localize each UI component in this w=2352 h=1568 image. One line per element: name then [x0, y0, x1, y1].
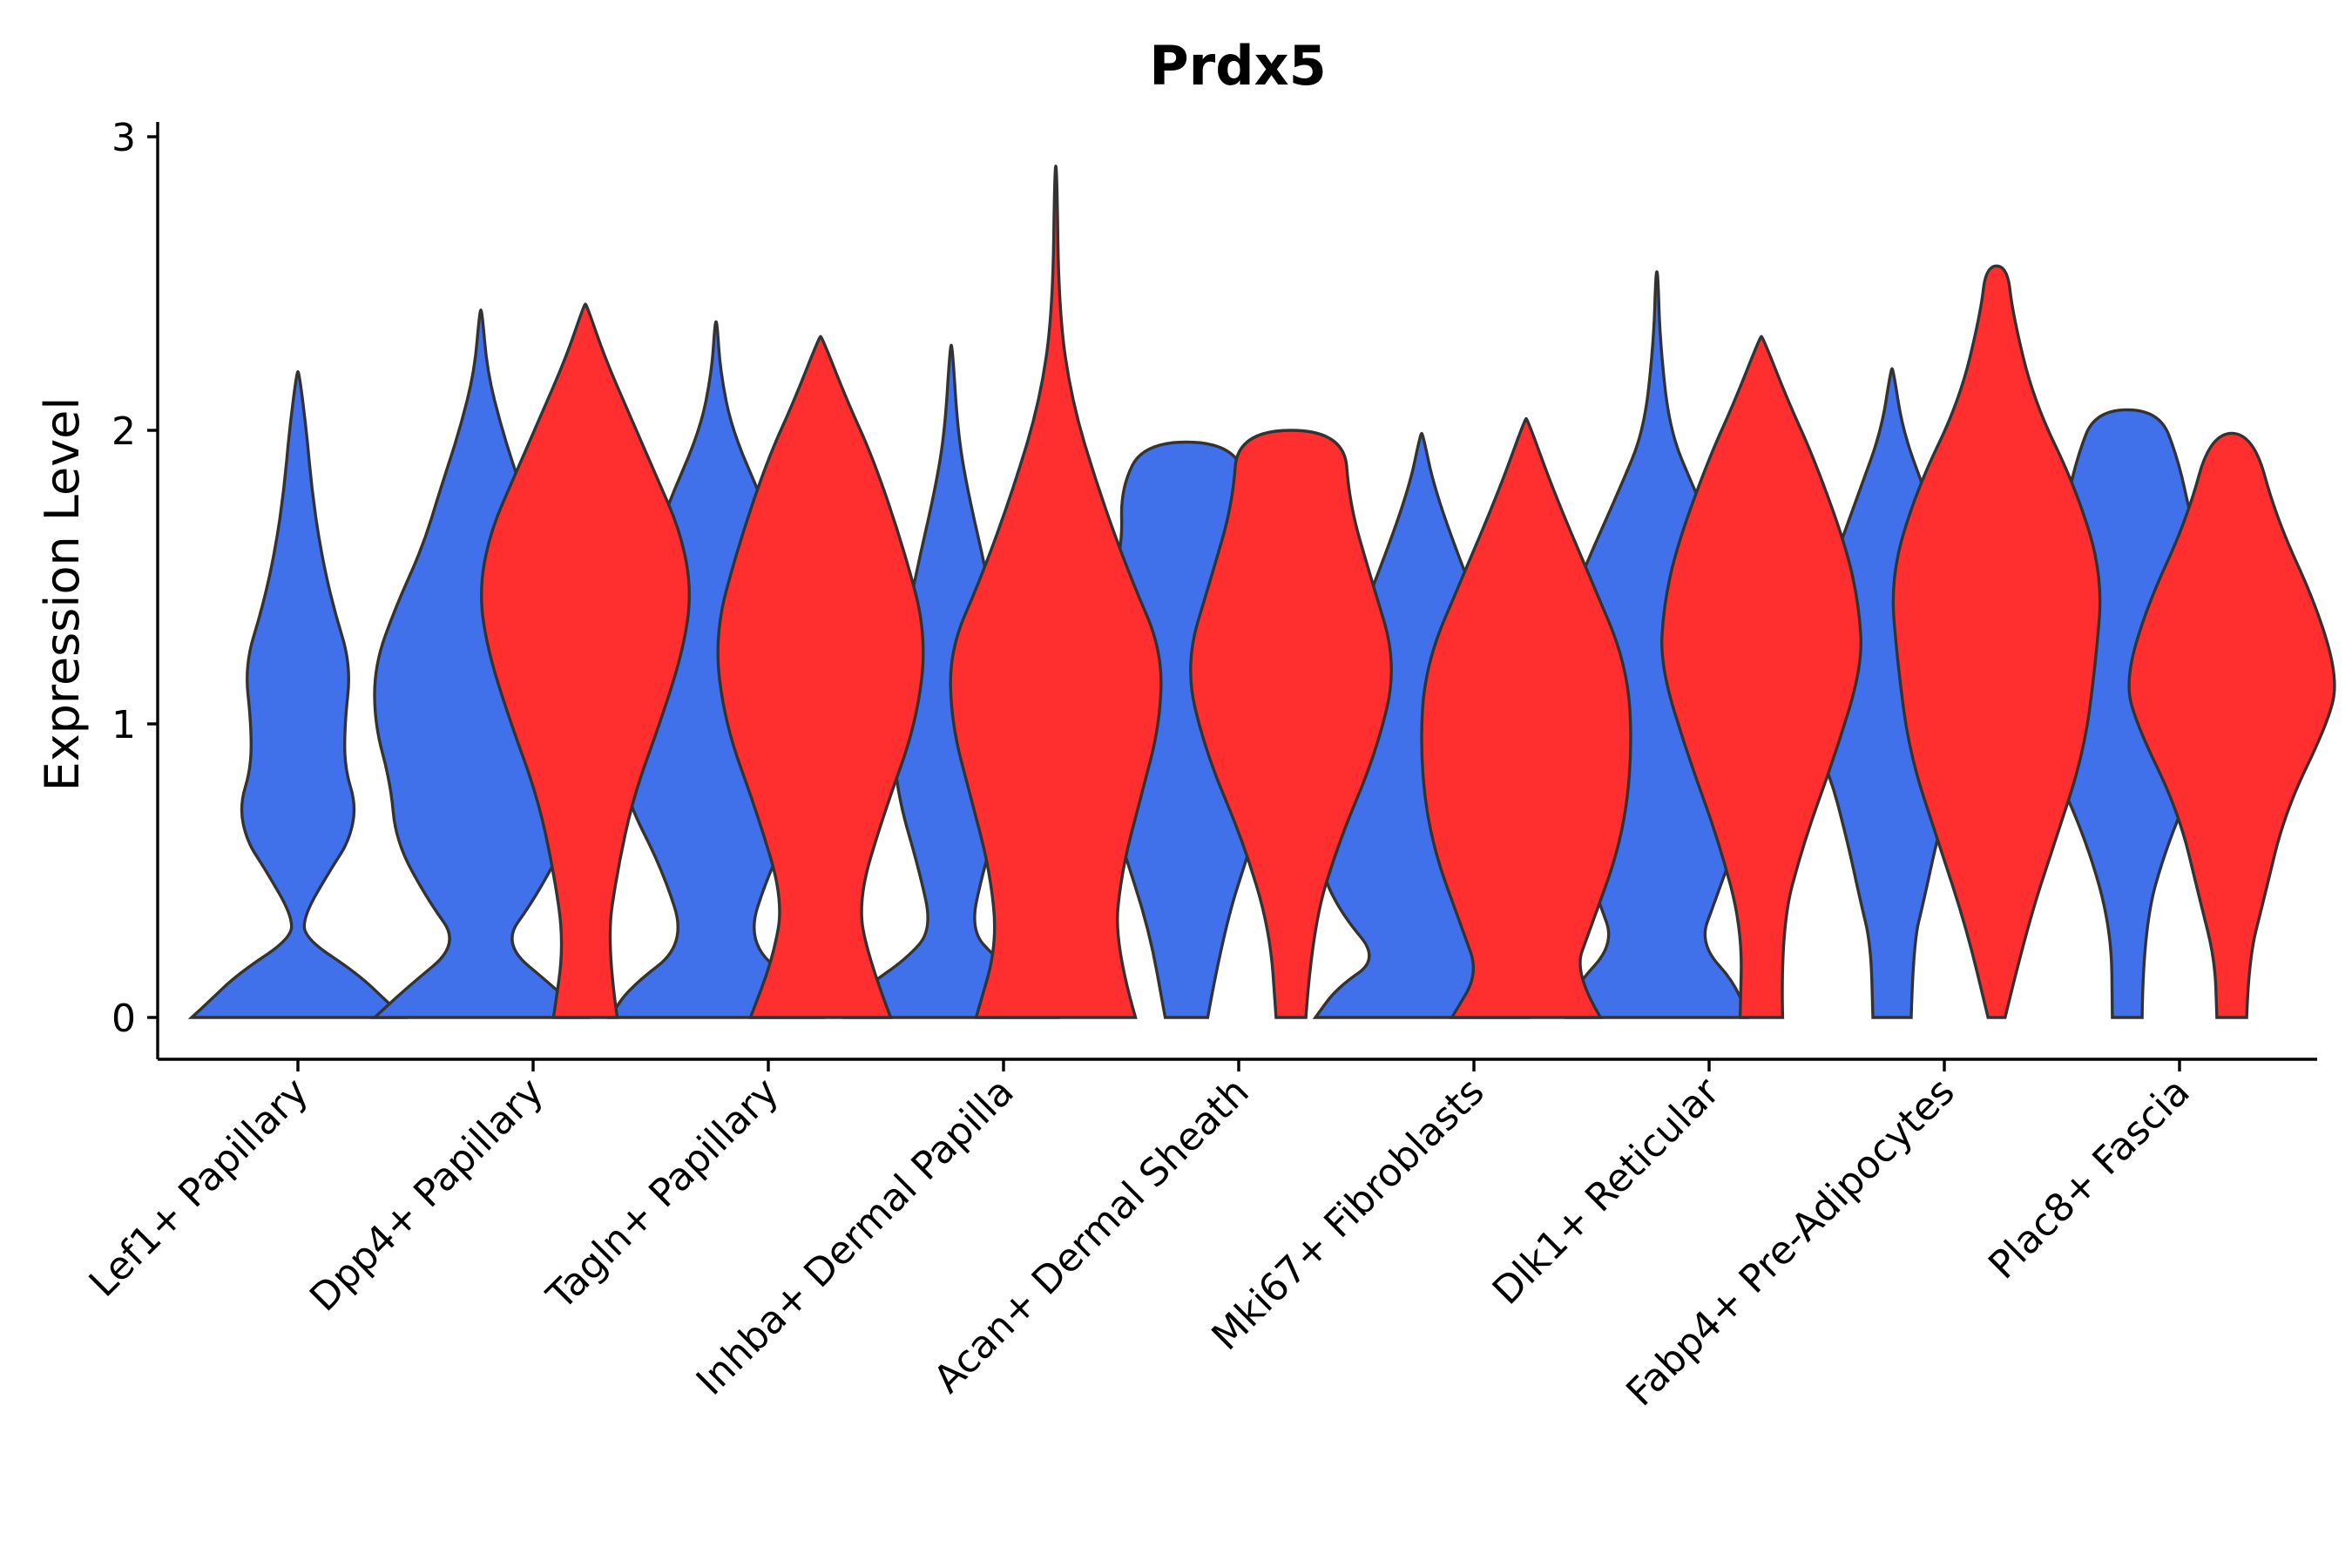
x-tick-label-tagln-papillary: Tagln+ Papillary — [538, 1070, 787, 1319]
violin-fabp4-pre-adipocytes-2 — [1891, 264, 2102, 1019]
x-tick-label-plac8-fascia: Plac8+ Fascia — [1980, 1070, 2199, 1288]
y-tick-label-1: 1 — [112, 703, 136, 747]
x-tick-label-mki67-fibroblasts: Mki67+ Fibroblasts — [1203, 1070, 1492, 1359]
violin-mki67-fibroblasts-2 — [1420, 416, 1632, 1019]
x-tick-label-dlk1-reticular: Dlk1+ Reticular — [1484, 1069, 1729, 1314]
violin-acan-dermal-sheath-2 — [1189, 429, 1393, 1019]
y-axis-title: Expression Level — [35, 397, 90, 792]
y-tick-label-2: 2 — [112, 409, 136, 454]
x-tick-label-lef1-papillary: Lef1+ Papillary — [81, 1070, 317, 1306]
violin-lef1-papillary-1 — [187, 369, 409, 1019]
y-tick-label-3: 3 — [112, 116, 136, 160]
violin-layer — [187, 164, 2336, 1019]
violin-dpp4-papillary-2 — [480, 302, 691, 1019]
violin-inhba-dermal-papilla-2 — [949, 164, 1163, 1019]
violin-dlk1-reticular-2 — [1660, 335, 1862, 1019]
violin-plac8-fascia-2 — [2127, 431, 2336, 1019]
x-tick-label-dpp4-papillary: Dpp4+ Papillary — [301, 1070, 552, 1321]
y-tick-label-0: 0 — [112, 997, 136, 1041]
violin-tagln-papillary-2 — [716, 335, 925, 1019]
chart-title: Prdx5 — [1149, 34, 1327, 98]
